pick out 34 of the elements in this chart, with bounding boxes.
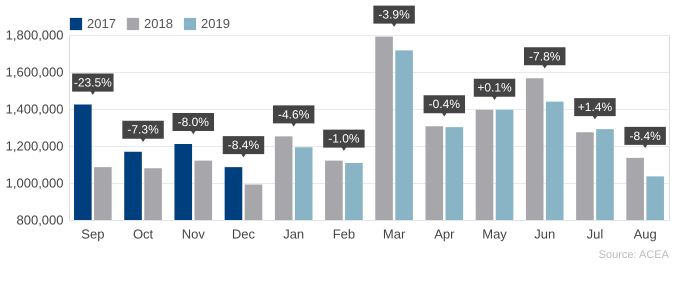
- source-note: Source: ACEA: [598, 249, 670, 261]
- legend-label: 2017: [87, 16, 116, 31]
- annotation: -3.9%: [378, 8, 410, 22]
- x-tick-label: Apr: [434, 226, 456, 242]
- annotation: -7.3%: [127, 122, 160, 137]
- annotation: +1.4%: [578, 100, 612, 114]
- y-tick-label: 1,000,000: [6, 176, 64, 190]
- annotation: -8.4%: [629, 128, 662, 143]
- x-tick-label: Nov: [182, 226, 206, 242]
- x-tick-label: May: [482, 226, 508, 242]
- y-tick-label: 1,200,000: [6, 138, 64, 154]
- legend-label: 2018: [144, 16, 173, 31]
- legend-label: 2019: [201, 16, 230, 31]
- x-tick-label: Feb: [332, 226, 356, 242]
- y-tick-label: 1,800,000: [6, 28, 64, 42]
- x-tick-label: Jun: [534, 226, 556, 242]
- y-tick-label: 1,400,000: [6, 102, 64, 116]
- annotation: -8.4%: [228, 138, 260, 152]
- annotation: -1.0%: [328, 132, 360, 146]
- x-tick-label: Dec: [232, 226, 256, 242]
- x-tick-label: Mar: [382, 226, 406, 242]
- y-tick-label: 1,600,000: [6, 64, 64, 80]
- annotation: -4.6%: [278, 107, 310, 122]
- y-tick-label: 800,000: [16, 212, 64, 228]
- annotation: -0.4%: [428, 97, 460, 112]
- annotation: -8.0%: [178, 114, 210, 129]
- x-tick-label: Oct: [132, 226, 154, 242]
- x-tick-label: Sep: [81, 226, 104, 242]
- x-tick-label: Aug: [634, 226, 657, 242]
- annotation: -7.8%: [529, 49, 561, 64]
- annotation: -23.5%: [74, 76, 112, 90]
- x-tick-label: Jan: [283, 226, 304, 242]
- annotation: +0.1%: [477, 80, 512, 95]
- x-tick-label: Jul: [586, 226, 604, 242]
